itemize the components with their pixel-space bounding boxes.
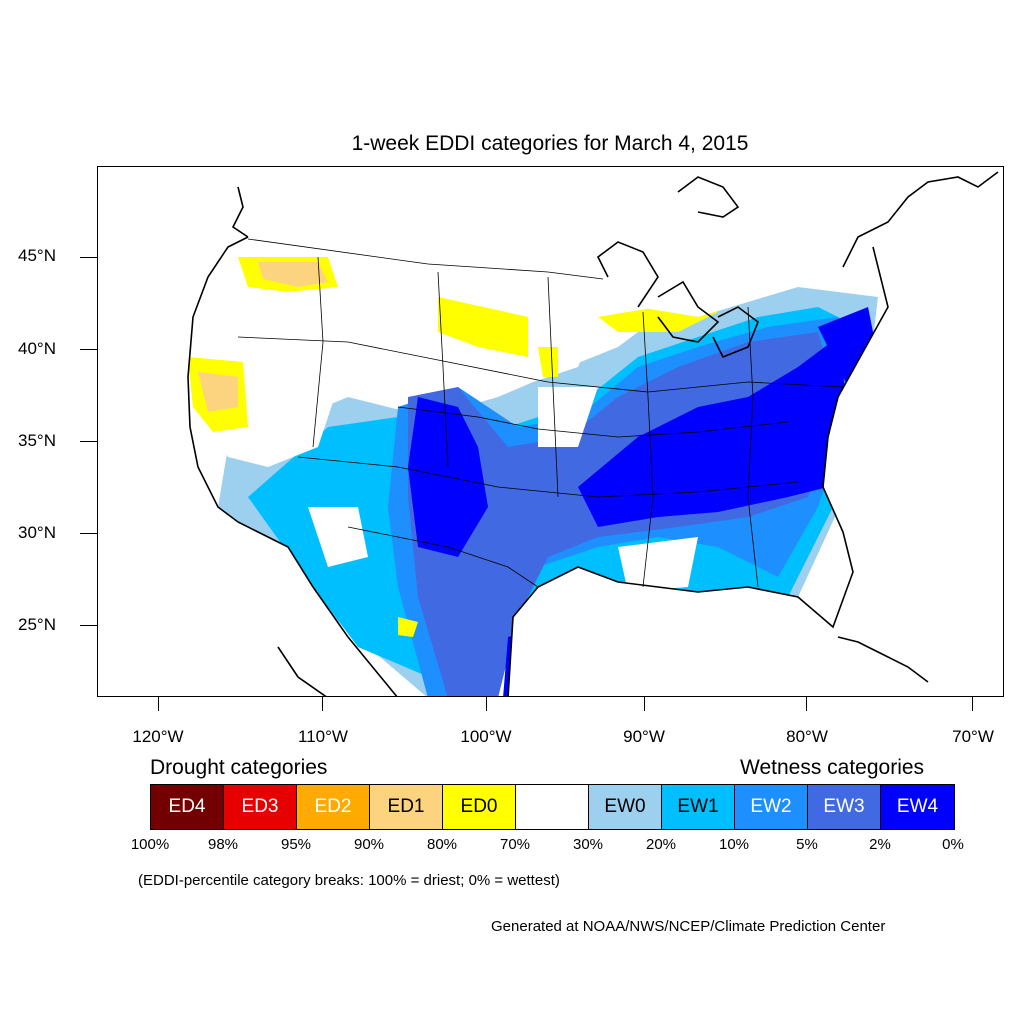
legend-box-ed2: ED2 xyxy=(297,785,370,829)
break-label: 80% xyxy=(426,836,458,853)
break-label: 100% xyxy=(130,836,170,853)
lat-tick xyxy=(80,441,97,442)
break-label: 20% xyxy=(645,836,677,853)
coastlines xyxy=(187,171,999,696)
legend-box-ew1: EW1 xyxy=(662,785,735,829)
break-label: 5% xyxy=(796,836,818,853)
break-label: 70% xyxy=(499,836,531,853)
lon-label-120: 120°W xyxy=(132,727,184,746)
lat-label-25: 25°N xyxy=(18,615,56,634)
lat-tick xyxy=(80,257,97,258)
category-patches xyxy=(188,237,888,696)
lon-label-70: 70°W xyxy=(952,727,994,746)
lon-tick xyxy=(972,697,973,711)
lon-label-100: 100°W xyxy=(460,727,512,746)
break-label: 98% xyxy=(207,836,239,853)
lat-label-40: 40°N xyxy=(18,339,56,358)
legend-box-ed1: ED1 xyxy=(370,785,443,829)
lat-label-30: 30°N xyxy=(18,523,56,542)
break-label: 90% xyxy=(353,836,385,853)
legend-box-ew0: EW0 xyxy=(589,785,662,829)
lon-tick xyxy=(322,697,323,711)
legend-box-ew4: EW4 xyxy=(881,785,954,829)
legend-box-neutral xyxy=(516,785,589,829)
lon-tick xyxy=(644,697,645,711)
credit-line: Generated at NOAA/NWS/NCEP/Climate Predi… xyxy=(491,918,886,935)
break-label: 0% xyxy=(942,836,964,853)
break-label: 30% xyxy=(572,836,604,853)
break-label: 10% xyxy=(718,836,750,853)
map-title: 1-week EDDI categories for March 4, 2015 xyxy=(351,132,749,155)
legend-color-bar: ED4 ED3 ED2 ED1 ED0 EW0 EW1 EW2 EW3 EW4 xyxy=(150,784,955,830)
lat-label-45: 45°N xyxy=(18,246,56,265)
state-borders xyxy=(237,238,844,588)
legend-box-ed0: ED0 xyxy=(443,785,516,829)
lat-tick xyxy=(80,349,97,350)
legend-box-ew3: EW3 xyxy=(808,785,881,829)
lon-label-110: 110°W xyxy=(298,727,348,746)
lon-tick xyxy=(158,697,159,711)
map-canvas xyxy=(187,171,999,696)
legend-box-ew2: EW2 xyxy=(735,785,808,829)
legend-box-ed3: ED3 xyxy=(224,785,297,829)
lon-label-90: 90°W xyxy=(623,727,665,746)
lon-tick xyxy=(486,697,487,711)
lon-tick xyxy=(806,697,807,711)
eddi-map xyxy=(97,166,1004,697)
break-label: 95% xyxy=(280,836,312,853)
lat-label-35: 35°N xyxy=(18,431,56,450)
lat-tick xyxy=(80,533,97,534)
category-breaks-note: (EDDI-percentile category breaks: 100% =… xyxy=(138,872,560,889)
legend-box-ed4: ED4 xyxy=(151,785,224,829)
wetness-categories-heading: Wetness categories xyxy=(740,756,925,779)
lat-tick xyxy=(80,625,97,626)
break-label: 2% xyxy=(869,836,891,853)
lon-label-80: 80°W xyxy=(786,727,828,746)
drought-categories-heading: Drought categories xyxy=(150,756,328,779)
